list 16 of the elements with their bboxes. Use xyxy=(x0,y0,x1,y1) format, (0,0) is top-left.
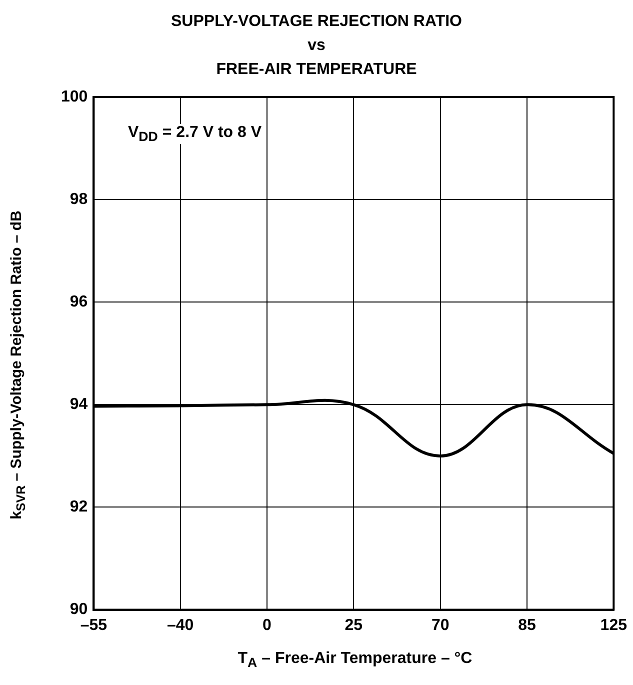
y-tick-label: 100 xyxy=(60,88,88,106)
x-tick-label: –40 xyxy=(167,616,194,634)
x-tick-label: –55 xyxy=(80,616,108,634)
y-tick-label: 94 xyxy=(70,396,88,414)
x-tick-label: 25 xyxy=(344,616,363,634)
y-tick-label: 90 xyxy=(70,601,88,618)
x-tick-label: 125 xyxy=(600,616,628,634)
chart-title: SUPPLY-VOLTAGE REJECTION RATIO vs FREE-AIR TEMPERATURE xyxy=(170,12,463,80)
y-tick-label: 92 xyxy=(70,498,88,516)
y-tick-label: 96 xyxy=(70,294,88,311)
x-tick-label: 0 xyxy=(262,616,272,634)
x-axis-title: T$_{A}$ – Free-Air Temperature – °C xyxy=(236,650,474,670)
annotation: V$_{DD}$ = 2.7 V to 8 V xyxy=(125,124,265,144)
x-tick-label: 70 xyxy=(431,616,450,634)
y-tick-label: 98 xyxy=(70,190,88,208)
x-tick-label: 85 xyxy=(518,616,536,634)
